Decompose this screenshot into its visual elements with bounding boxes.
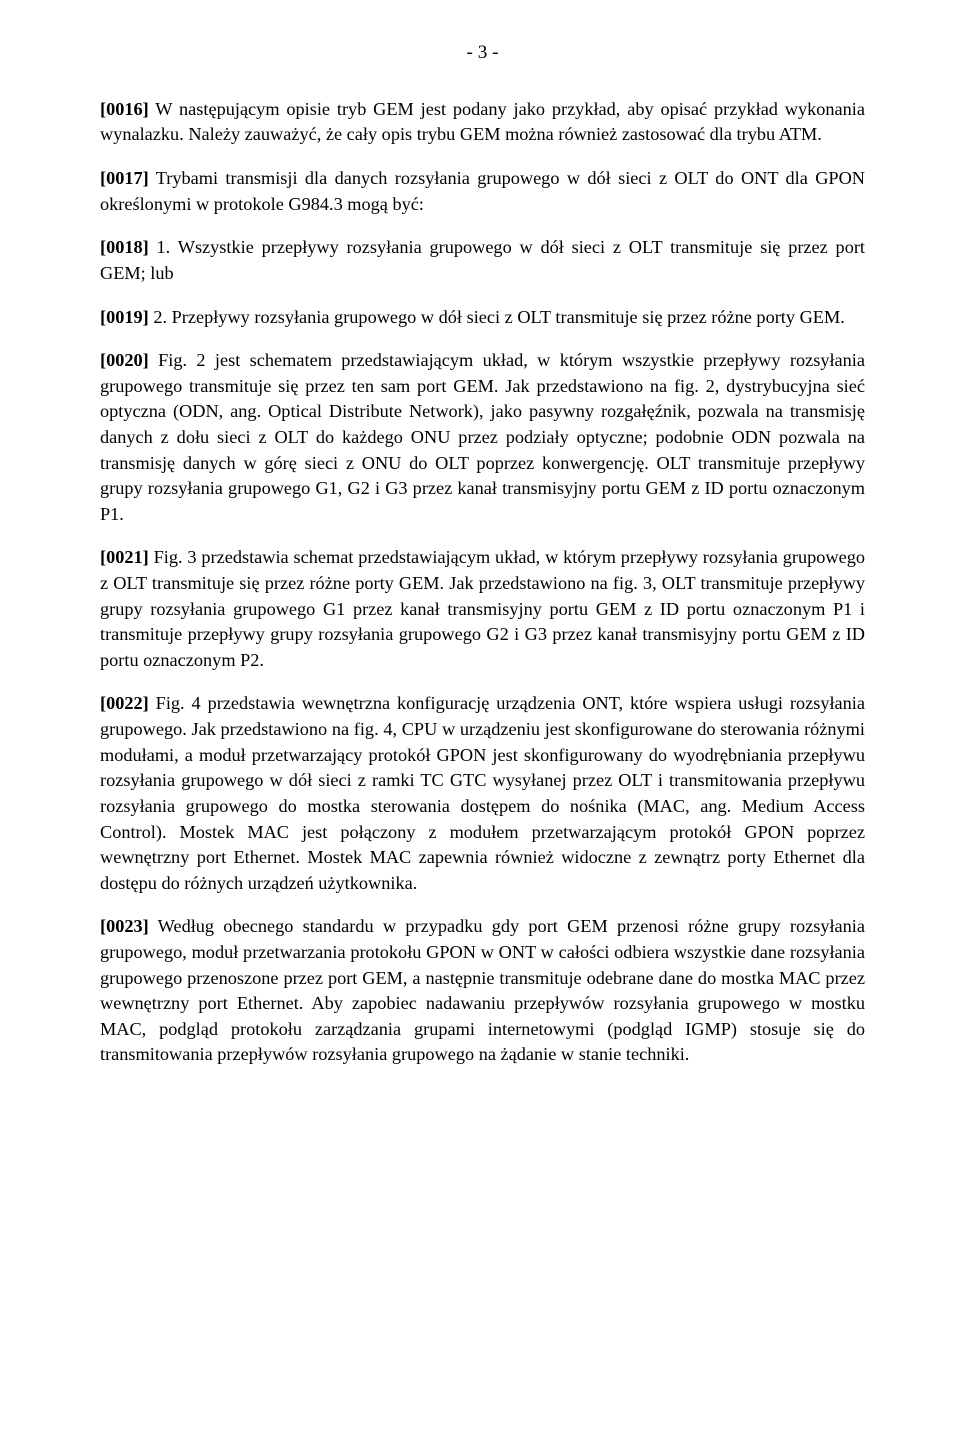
paragraph-label: [0022] [100,693,149,713]
paragraph-label: [0017] [100,168,149,188]
paragraph-text: 2. Przepływy rozsyłania grupowego w dół … [149,307,845,327]
paragraph-text: Fig. 4 przedstawia wewnętrzna konfigurac… [100,693,865,892]
paragraph-text: Fig. 2 jest schematem przedstawiającym u… [100,350,865,524]
paragraph-label: [0016] [100,99,149,119]
paragraph-text: W następującym opisie tryb GEM jest poda… [100,99,865,145]
paragraph-0016: [0016] W następującym opisie tryb GEM je… [100,97,865,148]
paragraph-label: [0023] [100,916,149,936]
paragraph-0022: [0022] Fig. 4 przedstawia wewnętrzna kon… [100,691,865,896]
paragraph-0021: [0021] Fig. 3 przedstawia schemat przeds… [100,545,865,673]
paragraph-0018: [0018] 1. Wszystkie przepływy rozsyłania… [100,235,865,286]
paragraph-0019: [0019] 2. Przepływy rozsyłania grupowego… [100,305,865,331]
paragraph-text: Według obecnego standardu w przypadku gd… [100,916,865,1064]
paragraph-label: [0021] [100,547,149,567]
paragraph-text: Trybami transmisji dla danych rozsyłania… [100,168,865,214]
page-number: - 3 - [100,40,865,67]
paragraph-0017: [0017] Trybami transmisji dla danych roz… [100,166,865,217]
paragraph-0020: [0020] Fig. 2 jest schematem przedstawia… [100,348,865,527]
paragraph-label: [0020] [100,350,149,370]
paragraph-label: [0019] [100,307,149,327]
paragraph-label: [0018] [100,237,149,257]
paragraph-0023: [0023] Według obecnego standardu w przyp… [100,914,865,1068]
paragraph-text: 1. Wszystkie przepływy rozsyłania grupow… [100,237,865,283]
paragraph-text: Fig. 3 przedstawia schemat przedstawiają… [100,547,865,669]
